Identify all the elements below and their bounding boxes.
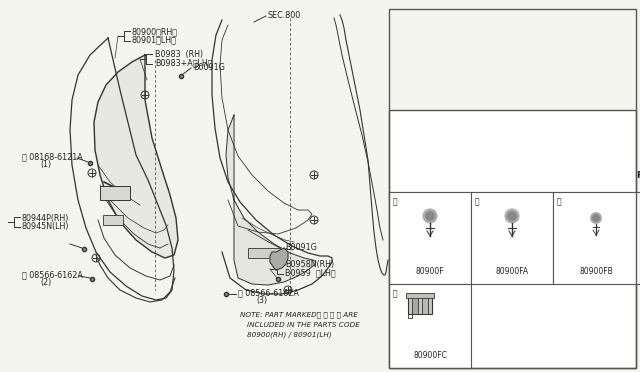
Text: FRONT: FRONT: [636, 170, 640, 180]
Text: 80944P(RH): 80944P(RH): [22, 214, 69, 222]
Bar: [103, 215, 123, 225]
Bar: [389, 9, 636, 368]
Text: B0983  (RH): B0983 (RH): [155, 51, 203, 60]
Bar: [100, 186, 130, 200]
Text: B0958N(RH): B0958N(RH): [285, 260, 334, 269]
Text: Ⓑ 08566-6162A: Ⓑ 08566-6162A: [238, 289, 299, 298]
Bar: [422, 296, 428, 314]
Text: B0091G: B0091G: [193, 64, 225, 73]
Polygon shape: [270, 248, 288, 270]
Text: INCLUDED IN THE PARTS CODE: INCLUDED IN THE PARTS CODE: [247, 322, 360, 328]
Text: NOTE: PART MARKEDⒶ Ⓑ Ⓒ Ⓓ ARE: NOTE: PART MARKEDⒶ Ⓑ Ⓒ Ⓓ ARE: [240, 312, 358, 318]
Text: Ⓒ: Ⓒ: [557, 197, 562, 206]
Bar: [248, 248, 286, 258]
Bar: [471, 192, 553, 284]
Text: 80900FB: 80900FB: [580, 267, 613, 276]
Text: 80900FC: 80900FC: [413, 351, 447, 360]
Polygon shape: [226, 115, 316, 285]
Text: 80900F: 80900F: [416, 267, 444, 276]
Text: B0091G: B0091G: [285, 244, 317, 253]
Text: 80900(RH) / 80901(LH): 80900(RH) / 80901(LH): [247, 332, 332, 338]
Bar: [553, 192, 640, 284]
Bar: [389, 110, 636, 368]
Circle shape: [426, 212, 435, 221]
Circle shape: [423, 209, 437, 223]
Bar: [412, 296, 418, 314]
Circle shape: [593, 215, 600, 221]
Text: J80900M3: J80900M3: [598, 353, 636, 362]
Bar: [406, 293, 434, 298]
Text: 80900〈RH〉: 80900〈RH〉: [132, 28, 178, 36]
Text: B0983+A〈LH〉: B0983+A〈LH〉: [155, 58, 212, 67]
Circle shape: [508, 212, 516, 221]
Bar: [389, 284, 471, 368]
Text: (3): (3): [256, 296, 267, 305]
Text: (1): (1): [40, 160, 51, 170]
Polygon shape: [94, 55, 178, 258]
Text: Ⓓ: Ⓓ: [393, 289, 397, 298]
Circle shape: [591, 212, 602, 224]
Bar: [389, 192, 471, 284]
Text: 80945N(LH): 80945N(LH): [22, 221, 70, 231]
Text: SEC.800: SEC.800: [268, 10, 301, 19]
Text: Ⓑ 08168-6121A: Ⓑ 08168-6121A: [22, 153, 83, 161]
Text: Ⓐ: Ⓐ: [393, 197, 397, 206]
Text: Ⓑ 08566-6162A: Ⓑ 08566-6162A: [22, 270, 83, 279]
Bar: [408, 296, 432, 314]
Text: Ⓑ: Ⓑ: [475, 197, 479, 206]
Circle shape: [505, 209, 519, 223]
Text: 80900FA: 80900FA: [495, 267, 529, 276]
Text: B0959  〈LH〉: B0959 〈LH〉: [285, 269, 335, 278]
Text: 80901〈LH〉: 80901〈LH〉: [132, 35, 177, 45]
Text: (2): (2): [40, 279, 51, 288]
